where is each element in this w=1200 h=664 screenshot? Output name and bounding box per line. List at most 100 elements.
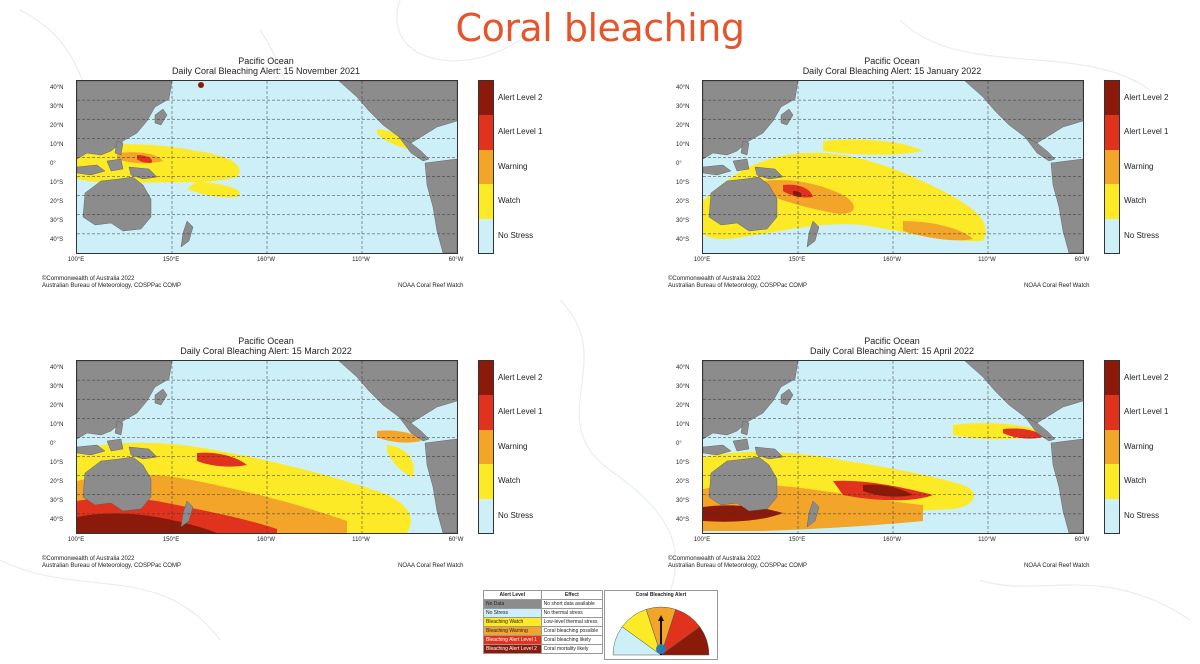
- colorbar-label: Watch: [498, 196, 521, 206]
- panel-region: Pacific Ocean: [238, 336, 294, 346]
- colorbar-warning: [479, 429, 493, 465]
- table-row: Bleaching Alert Level 1 Coral bleaching …: [483, 635, 604, 645]
- map-panel-jan-2022: Pacific Ocean Daily Coral Bleaching Aler…: [662, 56, 1168, 289]
- latitude-tick-label: 30°N: [676, 104, 690, 110]
- panel-region: Pacific Ocean: [238, 56, 294, 66]
- latitude-tick-label: 30°S: [676, 218, 690, 224]
- latitude-tick-label: 40°N: [50, 365, 64, 371]
- colorbar-label: Watch: [1124, 196, 1147, 206]
- latitude-tick-label: 20°S: [50, 479, 64, 485]
- slide-title: Coral bleaching: [455, 6, 745, 50]
- latitude-tick-label: 30°S: [50, 218, 64, 224]
- pacific-map: [76, 80, 458, 254]
- longitude-tick-label: 60°W: [1074, 257, 1090, 263]
- colorbar-alert-2: [1105, 361, 1119, 396]
- colorbar-no-stress: [479, 498, 493, 533]
- pacific-map: [702, 360, 1084, 534]
- latitude-tick-label: 40°S: [676, 237, 690, 243]
- credit-bureau: Australian Bureau of Meteorology, COSPPa…: [42, 563, 181, 569]
- credit-copyright: ©Commonwealth of Australia 2022: [42, 276, 135, 282]
- longitude-tick-label: 150°E: [162, 537, 180, 543]
- latitude-tick-label: 40°N: [676, 365, 690, 371]
- gauge-needle-tip: [658, 615, 664, 621]
- colorbar-watch: [479, 464, 493, 499]
- latitude-tick-label: 0°: [50, 161, 56, 167]
- colorbar-alert-2: [479, 81, 493, 116]
- colorbar-label: Alert Level 2: [1124, 373, 1169, 382]
- colorbar-warning: [1105, 149, 1119, 185]
- colorbar-label: No Stress: [498, 230, 534, 240]
- table-cell-level: Bleaching Watch: [483, 617, 542, 627]
- longitude-tick-label: 150°E: [788, 257, 806, 263]
- latitude-tick-label: 40°S: [50, 237, 64, 243]
- longitude-tick-label: 100°E: [693, 257, 711, 263]
- colorbar-alert-1: [1105, 395, 1119, 430]
- colorbar-label: Alert Level 2: [498, 93, 543, 102]
- credit-noaa: NOAA Coral Reef Watch: [1024, 283, 1090, 289]
- latitude-tick-label: 10°S: [50, 180, 64, 186]
- latitude-tick-label: 20°S: [676, 479, 690, 485]
- longitude-tick-label: 60°W: [448, 537, 464, 543]
- colorbar-label: Warning: [498, 161, 528, 171]
- table-cell-effect: Low-level thermal stress: [540, 617, 604, 627]
- coral-icon: [656, 644, 666, 654]
- colorbar-label: Watch: [498, 476, 521, 486]
- gauge-graphic: [612, 606, 710, 656]
- table-row: Bleaching Warning Coral bleaching possib…: [483, 626, 604, 636]
- panel-title: Pacific Ocean Daily Coral Bleaching Aler…: [36, 336, 496, 356]
- longitude-tick-label: 110°W: [352, 257, 370, 263]
- panel-region: Pacific Ocean: [864, 336, 920, 346]
- table-row: No Stress No thermal stress: [483, 608, 604, 618]
- table-cell-level: No Data: [483, 599, 542, 609]
- colorbar-label: No Stress: [498, 510, 534, 520]
- panel-subtitle: Daily Coral Bleaching Alert: 15 November…: [171, 66, 361, 76]
- colorbar: [1104, 80, 1120, 254]
- panel-subtitle: Daily Coral Bleaching Alert: 15 March 20…: [180, 346, 352, 356]
- latitude-tick-label: 10°N: [676, 422, 690, 428]
- credit-left: ©Commonwealth of Australia 2022 Australi…: [668, 276, 807, 290]
- table-cell-level: No Stress: [483, 608, 542, 618]
- latitude-tick-label: 0°: [676, 441, 682, 447]
- latitude-tick-label: 10°S: [50, 460, 64, 466]
- colorbar-label: Alert Level 2: [1124, 93, 1169, 102]
- longitude-tick-label: 160°W: [882, 257, 902, 263]
- colorbar-label: Alert Level 2: [498, 373, 543, 382]
- colorbar-label: Watch: [1124, 476, 1147, 486]
- latitude-tick-label: 30°S: [676, 498, 690, 504]
- pacific-map: [76, 360, 458, 534]
- latitude-tick-label: 0°: [50, 441, 56, 447]
- table-cell-effect: No thermal stress: [540, 608, 604, 618]
- latitude-tick-label: 10°N: [50, 422, 64, 428]
- table-cell-effect: Coral bleaching possible: [540, 626, 604, 636]
- longitude-tick-label: 110°W: [978, 537, 996, 543]
- map-panel-apr-2022: Pacific Ocean Daily Coral Bleaching Aler…: [662, 336, 1168, 569]
- colorbar-label: Warning: [498, 441, 528, 451]
- colorbar-label: Alert Level 1: [498, 127, 543, 137]
- latitude-tick-label: 40°S: [50, 517, 64, 523]
- credit-copyright: ©Commonwealth of Australia 2022: [42, 556, 135, 562]
- longitude-tick-label: 60°W: [1074, 537, 1090, 543]
- table-cell-effect: Coral mortality likely: [540, 644, 604, 654]
- table-cell-level: Bleaching Alert Level 1: [483, 635, 542, 645]
- colorbar-watch: [1105, 464, 1119, 499]
- latitude-tick-label: 20°N: [50, 123, 64, 129]
- colorbar-alert-1: [479, 395, 493, 430]
- colorbar: [478, 80, 494, 254]
- credit-copyright: ©Commonwealth of Australia 2022: [668, 276, 761, 282]
- colorbar-label: No Stress: [1124, 510, 1160, 520]
- latitude-tick-label: 0°: [676, 161, 682, 167]
- panel-subtitle: Daily Coral Bleaching Alert: 15 January …: [802, 66, 982, 76]
- colorbar-label: Alert Level 1: [498, 407, 543, 417]
- colorbar-watch: [1105, 184, 1119, 219]
- colorbar-watch: [479, 184, 493, 219]
- table-header-alert-level: Alert Level: [483, 590, 542, 600]
- colorbar-no-stress: [479, 218, 493, 253]
- colorbar-no-stress: [1105, 498, 1119, 533]
- colorbar-no-stress: [1105, 218, 1119, 253]
- latitude-tick-label: 10°S: [676, 460, 690, 466]
- colorbar-alert-2: [479, 361, 493, 396]
- longitude-tick-label: 110°W: [978, 257, 996, 263]
- colorbar-alert-1: [479, 115, 493, 150]
- table-row: No Data No short data available: [483, 599, 604, 609]
- colorbar-alert-2: [1105, 81, 1119, 116]
